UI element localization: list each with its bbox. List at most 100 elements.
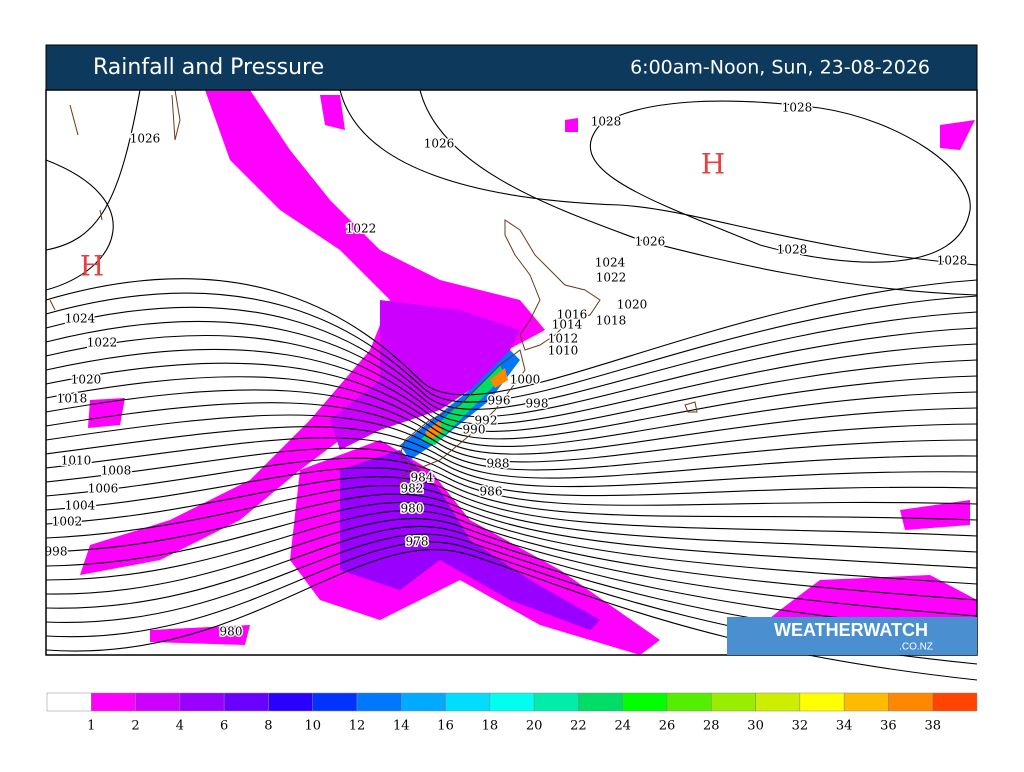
isobar-label: 1028: [937, 254, 968, 268]
isobar: [45, 89, 141, 251]
logo-name: WEATHERWATCH: [774, 620, 928, 640]
isobar-label: 1026: [635, 235, 666, 249]
isobar: [45, 476, 978, 537]
isobar-label: 1020: [617, 298, 648, 312]
isobar-label: 1018: [596, 314, 627, 328]
isobar-label: 1024: [595, 256, 626, 270]
isobar-label: 1024: [65, 312, 96, 326]
isobar: [45, 292, 978, 403]
legend-swatch: [135, 692, 181, 712]
legend-swatch: [533, 692, 579, 712]
isobar-label: 1022: [596, 271, 627, 285]
isobar-label: 1012: [548, 332, 579, 346]
isobar: [45, 278, 978, 396]
legend-swatch: [799, 692, 845, 712]
isobar-label: 1018: [57, 392, 88, 406]
isobar: [45, 414, 978, 471]
isobar: [45, 457, 978, 506]
isobar: [45, 447, 978, 497]
isobar: [45, 467, 978, 521]
legend-tick-label: 8: [264, 719, 272, 734]
isobar-label: 1006: [88, 482, 119, 496]
legend-tick-label: 34: [836, 719, 853, 734]
legend-swatch: [711, 692, 756, 712]
isobar-label: 1022: [87, 336, 118, 350]
isobar-label: 986: [480, 485, 503, 499]
isobar: [45, 437, 978, 488]
legend-tick-label: 30: [747, 719, 764, 734]
isobar: [45, 159, 114, 291]
isobar: [45, 493, 978, 569]
isobar-label: 1020: [71, 373, 102, 387]
legend-swatch: [91, 692, 136, 712]
legend-tick-label: 6: [220, 719, 228, 734]
isobars: [45, 89, 978, 681]
isobar-label: 992: [475, 414, 498, 428]
isobar-label: 1010: [61, 454, 92, 468]
isobar-label: 1022: [346, 222, 377, 236]
header-title: Rainfall and Pressure: [93, 55, 324, 80]
isobar-label: 1014: [552, 318, 583, 332]
isobar-label: 1028: [777, 243, 808, 257]
legend-tick-label: 4: [176, 719, 184, 734]
legend-swatch: [179, 692, 225, 712]
isobar-label: 980: [401, 502, 424, 516]
isobar-label: 998: [45, 545, 68, 559]
legend-swatch: [445, 692, 491, 712]
legend-swatch: [223, 692, 269, 712]
legend-swatch: [755, 692, 801, 712]
isobar-label: 1028: [782, 101, 813, 115]
isobar-label: 1010: [548, 344, 579, 358]
isobar-label: 1008: [101, 464, 132, 478]
header-subtitle: 6:00am-Noon, Sun, 23-08-2026: [630, 57, 930, 79]
header-bar: [45, 44, 978, 91]
isobar: [45, 306, 978, 410]
coastline: [49, 89, 698, 486]
legend-tick-label: 28: [703, 719, 720, 734]
legend-tick-label: 20: [526, 719, 543, 734]
legend-swatch: [843, 692, 889, 712]
isobar-label: 1028: [591, 115, 622, 129]
colour-legend: 1 2 4 6 8 10 12 14 16 18 20 22 24 26 28 30 32 34 36 38: [46, 692, 978, 734]
logo-domain: .CO.NZ: [899, 642, 933, 653]
isobar: [45, 320, 978, 418]
isobar: [45, 348, 978, 432]
legend-tick-label: 16: [437, 719, 454, 734]
isobar-label: 982: [401, 482, 424, 496]
legend-swatch: [46, 692, 92, 712]
isobar-label: 990: [463, 423, 486, 437]
isobar-label: 988: [487, 457, 510, 471]
isobar-label: 1026: [424, 137, 455, 151]
legend-swatch: [622, 692, 668, 712]
legend-swatch: [578, 692, 623, 712]
legend-tick-label: 36: [880, 719, 897, 734]
isobar-label: 1016: [557, 308, 588, 322]
high-pressure-label: H: [80, 250, 104, 283]
isobar-label: 996: [488, 394, 511, 408]
legend-tick-label: 2: [131, 719, 139, 734]
isobar: [45, 501, 978, 585]
legend-swatch: [401, 692, 446, 712]
legend-swatch: [666, 692, 712, 712]
isobar: [45, 426, 978, 479]
isobar-label: 980: [220, 625, 243, 639]
isobar-labels: 1026 102610281028102210261028102810241022…: [43, 99, 969, 640]
legend-tick-label: 26: [659, 719, 676, 734]
legend-tick-label: 14: [393, 719, 410, 734]
legend-tick-label: 1: [87, 719, 95, 734]
isobar-label: 1000: [510, 373, 541, 387]
legend-tick-label: 12: [349, 719, 366, 734]
isobar: [45, 402, 978, 463]
isobar: [45, 389, 978, 455]
isobar-label: 1004: [65, 499, 96, 513]
legend-swatch: [932, 692, 978, 712]
isobar: [45, 362, 978, 440]
isobar-label: 1002: [52, 515, 83, 529]
isobar: [589, 100, 971, 263]
isobar: [45, 525, 978, 633]
legend-tick-label: 22: [570, 719, 587, 734]
legend-tick-label: 38: [924, 719, 941, 734]
isobar: [419, 89, 978, 296]
